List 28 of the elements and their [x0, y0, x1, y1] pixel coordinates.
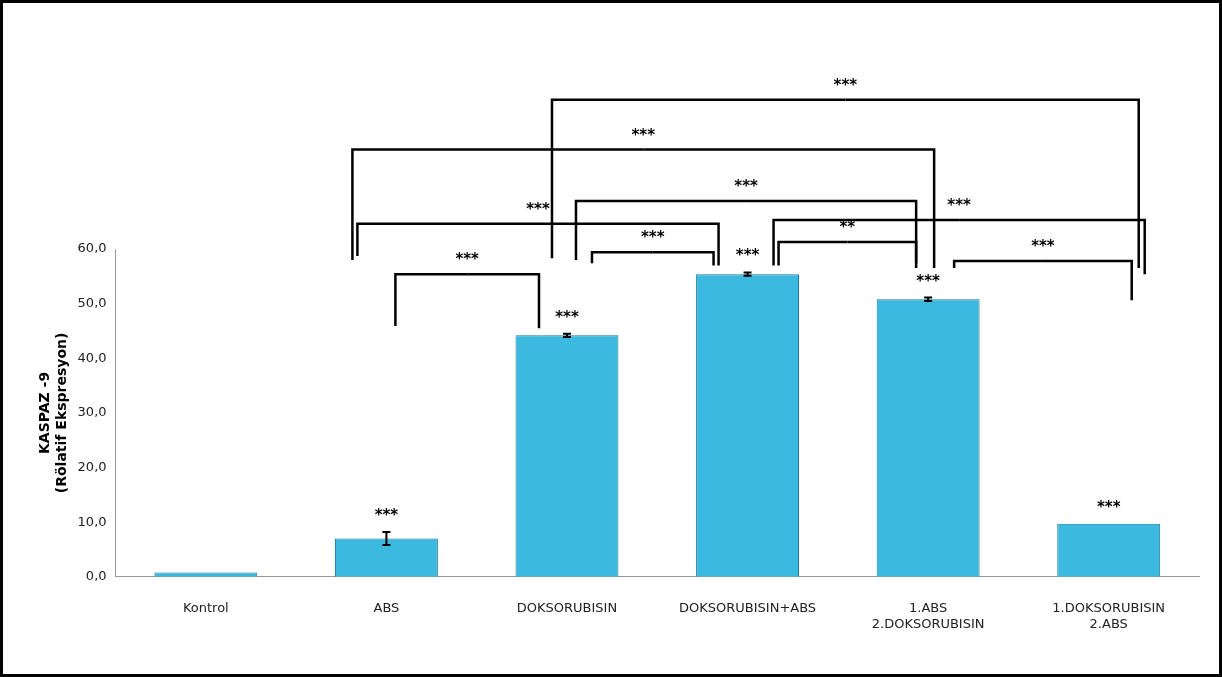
- text: ***: [947, 196, 972, 215]
- text: ***: [526, 199, 550, 218]
- annotation: ***: [916, 271, 941, 290]
- annotation: ***: [374, 506, 399, 524]
- annotation: ***: [735, 246, 760, 265]
- y-tick-label: 10,0: [77, 513, 107, 529]
- x-tick-label: Kontrol: [182, 599, 229, 615]
- text: ***: [641, 228, 665, 247]
- y-tick-label: 0,0: [85, 568, 107, 584]
- annotation: ***: [1096, 497, 1121, 516]
- text: **: [839, 217, 856, 236]
- x-tick-label: 1.ABS 2.DOKSORUBISIN: [871, 599, 985, 631]
- y-tick-label: 60,0: [77, 240, 107, 256]
- y-tick-label: 30,0: [77, 404, 107, 420]
- x-tick-label: DOKSORUBISIN: [516, 599, 618, 615]
- x-tick-label: 1.DOKSORUBISIN 2.ABS: [1052, 599, 1166, 631]
- annotation: ***: [555, 307, 579, 326]
- text: ***: [833, 75, 858, 94]
- text: ***: [734, 176, 758, 195]
- y-axis-title: KASPAZ -9 (Rölatif Ekspresyon): [36, 332, 69, 494]
- y-tick-label: 20,0: [77, 458, 107, 474]
- y-tick-label: 50,0: [77, 295, 107, 311]
- annotation: ***: [455, 250, 480, 269]
- x-tick-label: ABS: [373, 599, 400, 615]
- annotation: ***: [1031, 237, 1055, 256]
- x-tick-label: DOKSORUBISIN+ABS: [679, 599, 817, 615]
- text: ***: [631, 125, 656, 144]
- y-tick-label: 40,0: [77, 349, 107, 365]
